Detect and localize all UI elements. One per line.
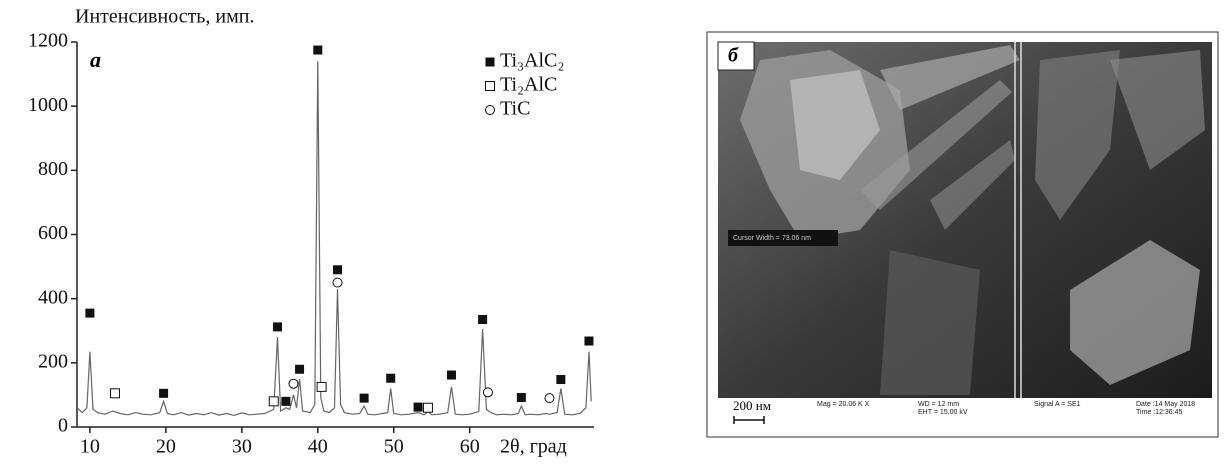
marker	[85, 309, 94, 318]
legend-label: Ti₃AlC₂	[500, 50, 564, 72]
marker	[483, 388, 492, 397]
panel-label: б	[728, 45, 739, 67]
marker	[386, 374, 395, 383]
y-tick-label: 600	[38, 222, 68, 244]
y-tick-label: 1200	[28, 30, 68, 52]
date: Date :14 May 2018	[1136, 401, 1195, 408]
marker	[281, 397, 290, 406]
marker	[517, 393, 526, 402]
y-tick-label: 400	[38, 286, 68, 308]
marker	[289, 379, 298, 388]
y-tick-label: 1000	[28, 94, 68, 116]
marker	[110, 389, 119, 398]
marker	[478, 315, 487, 324]
x-axis-label: 2θ, град	[500, 436, 567, 458]
sem-panel: Cursor Width = 73.06 nm б 200 нм Mag = 2…	[707, 32, 1218, 437]
marker	[159, 389, 168, 398]
cursor-width: Cursor Width = 73.06 nm	[733, 235, 811, 242]
magnification: Mag = 20.06 K X	[817, 401, 870, 408]
x-tick-label: 20	[156, 436, 176, 458]
legend-label: Ti₂AlC	[500, 74, 557, 96]
marker	[269, 397, 278, 406]
marker	[486, 82, 495, 91]
marker	[317, 382, 326, 391]
marker	[545, 394, 554, 403]
y-axis-label: Интенсивность, имп.	[75, 6, 255, 28]
marker	[333, 278, 342, 287]
signal: Signal A = SE1	[1034, 401, 1081, 408]
page: Интенсивность, имп. а 2θ, град Cursor Wi…	[0, 0, 1224, 463]
marker	[447, 371, 456, 380]
figure: Интенсивность, имп. а 2θ, град Cursor Wi…	[0, 0, 1224, 463]
y-tick-label: 0	[58, 415, 68, 437]
marker	[556, 375, 565, 384]
time: Time :12:36:45	[1136, 409, 1183, 416]
x-tick-label: 40	[308, 436, 328, 458]
plate	[880, 250, 980, 395]
marker	[313, 46, 322, 55]
scale-label: 200 нм	[733, 398, 771, 413]
marker	[584, 337, 593, 346]
marker	[333, 265, 342, 274]
marker	[423, 403, 432, 412]
marker	[486, 58, 495, 67]
marker	[273, 322, 282, 331]
x-tick-label: 30	[232, 436, 252, 458]
working-distance: WD = 12 mm	[918, 401, 959, 408]
x-tick-label: 10	[80, 436, 100, 458]
eht: EHT = 15.00 kV	[918, 409, 968, 416]
y-tick-label: 200	[38, 350, 68, 372]
marker	[414, 403, 423, 412]
marker	[360, 394, 369, 403]
panel-label: а	[90, 47, 101, 72]
x-tick-label: 50	[384, 436, 404, 458]
marker	[486, 106, 495, 115]
marker	[295, 365, 304, 374]
x-tick-label: 60	[460, 436, 480, 458]
y-tick-label: 800	[38, 158, 68, 180]
legend-label: TiC	[500, 98, 530, 120]
